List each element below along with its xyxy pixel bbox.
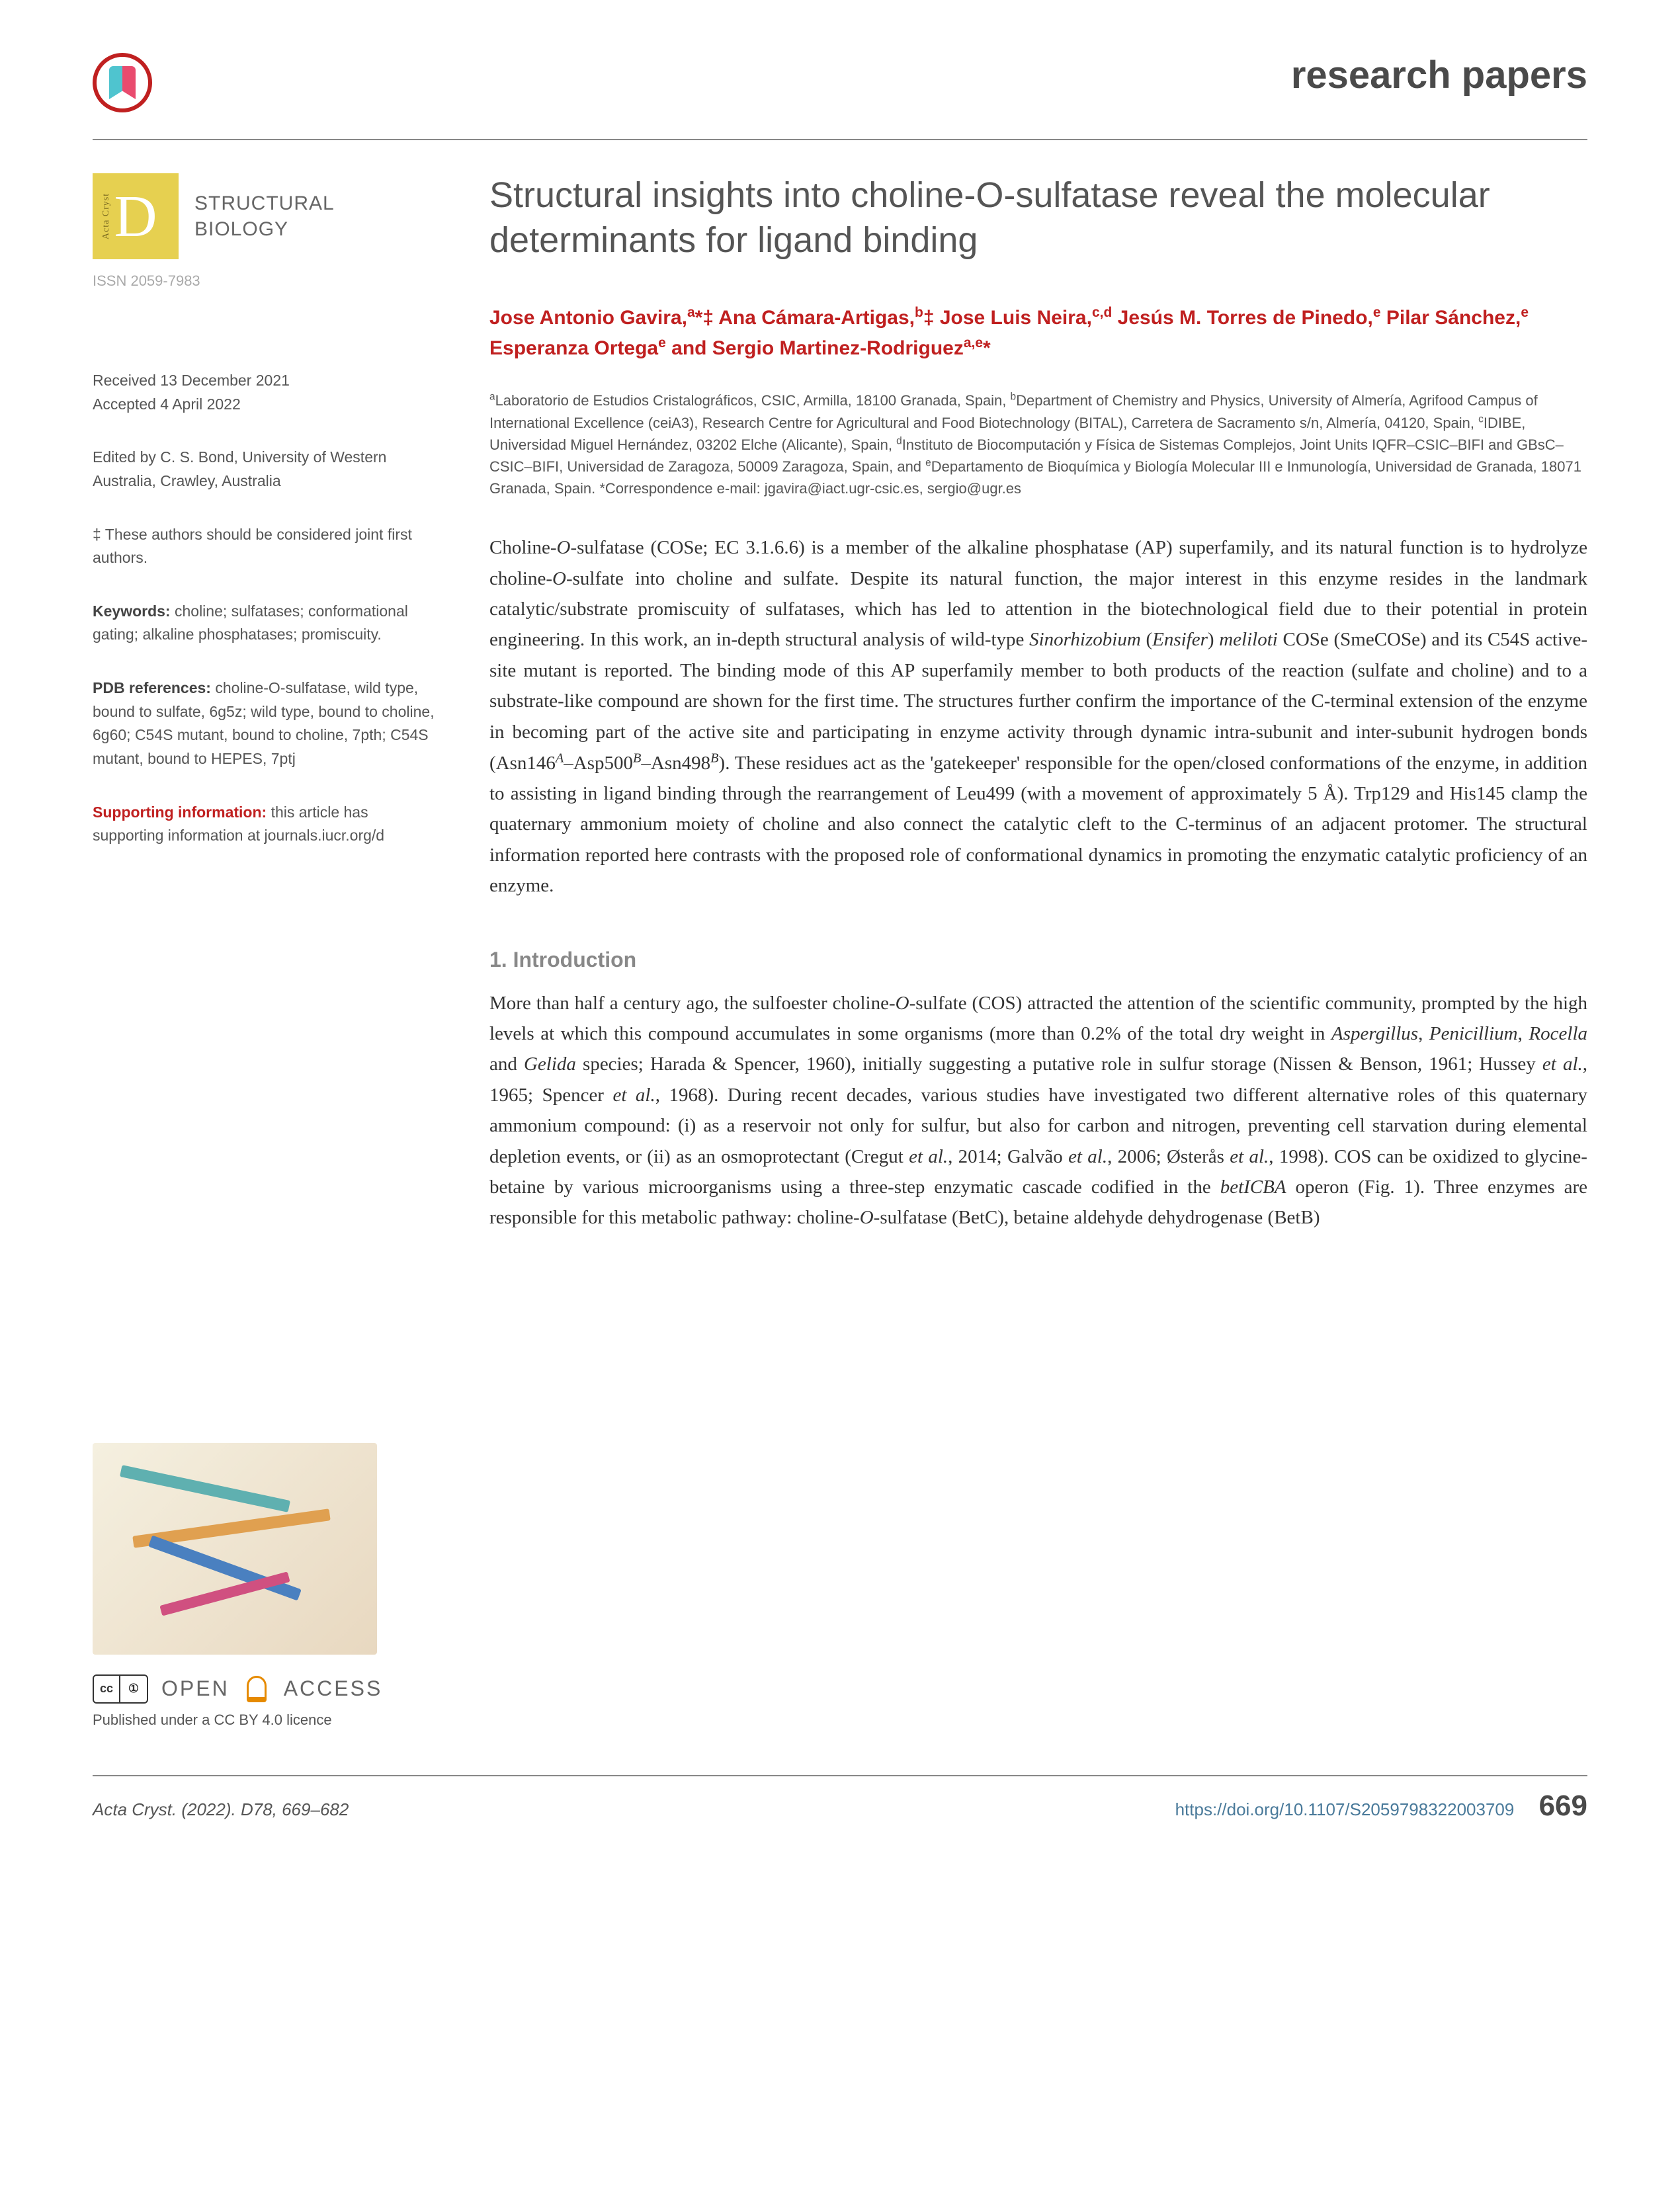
issn: ISSN 2059-7983 (93, 272, 437, 290)
access-text: ACCESS (284, 1676, 383, 1701)
section-title: research papers (1291, 53, 1587, 97)
footer-doi[interactable]: https://doi.org/10.1107/S205979832200370… (1175, 1799, 1515, 1819)
introduction-body: More than half a century ago, the sulfoe… (489, 988, 1587, 1233)
editor-block: Edited by C. S. Bond, University of West… (93, 446, 437, 493)
journal-identity: Acta Cryst D STRUCTURAL BIOLOGY (93, 173, 437, 259)
pdb-block: PDB references: choline-O-sulfatase, wil… (93, 677, 437, 771)
affiliations: aLaboratorio de Estudios Cristalográfico… (489, 390, 1587, 499)
by-icon: ① (120, 1676, 147, 1702)
open-access-row: cc ① OPEN ACCESS (93, 1674, 437, 1704)
page-footer: Acta Cryst. (2022). D78, 669–682 https:/… (93, 1775, 1587, 1823)
cc-badge: cc ① (93, 1674, 148, 1704)
journal-letter-box: Acta Cryst D (93, 173, 179, 259)
journal-letter: D (114, 183, 157, 251)
open-text: OPEN (161, 1676, 230, 1701)
license-text: Published under a CC BY 4.0 licence (93, 1712, 437, 1729)
publisher-logo (93, 53, 152, 112)
keywords-label: Keywords: (93, 602, 171, 620)
header-divider (93, 139, 1587, 140)
page-number: 669 (1539, 1790, 1587, 1822)
authors-list: Jose Antonio Gavira,a*‡ Ana Cámara-Artig… (489, 302, 1587, 363)
keywords-block: Keywords: choline; sulfatases; conformat… (93, 600, 437, 647)
cc-icon: cc (94, 1676, 120, 1702)
journal-name: STRUCTURAL BIOLOGY (194, 190, 335, 242)
introduction-heading: 1. Introduction (489, 948, 1587, 972)
abstract-text: Choline-O-sulfatase (COSe; EC 3.1.6.6) i… (489, 532, 1587, 901)
footer-citation: Acta Cryst. (2022). D78, 669–682 (93, 1799, 349, 1820)
paper-title: Structural insights into choline-O-sulfa… (489, 173, 1587, 263)
supp-label: Supporting information: (93, 804, 267, 821)
pdb-label: PDB references: (93, 679, 211, 696)
dates-block: Received 13 December 2021 Accepted 4 Apr… (93, 369, 437, 416)
graphical-abstract-thumbnail (93, 1443, 377, 1655)
open-access-lock-icon (247, 1676, 267, 1702)
joint-first-note: ‡ These authors should be considered joi… (93, 523, 437, 570)
received-date: Received 13 December 2021 (93, 369, 437, 393)
accepted-date: Accepted 4 April 2022 (93, 393, 437, 417)
journal-side-label: Acta Cryst (101, 193, 112, 239)
supporting-info-block: Supporting information: this article has… (93, 801, 437, 848)
